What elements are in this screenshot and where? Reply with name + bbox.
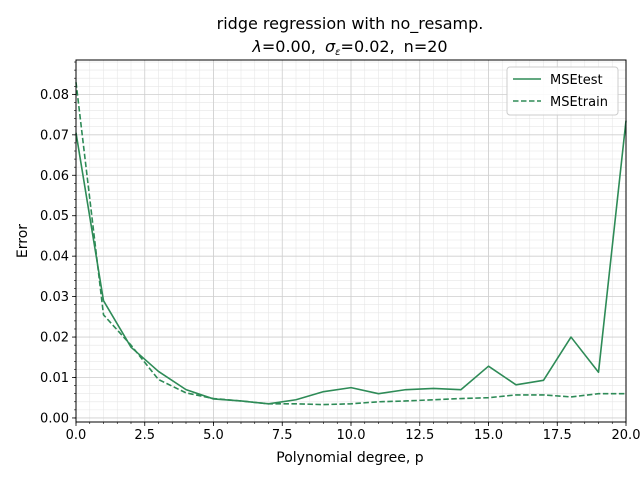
sigma-subscript: ε: [335, 47, 341, 58]
legend: MSEtest MSEtrain: [506, 66, 619, 116]
y-tick-label: 0.01: [40, 371, 69, 386]
chart-subtitle: λ=0.00, σε=0.02, n=20: [251, 37, 447, 58]
legend-label-msetest: MSEtest: [550, 73, 603, 88]
sigma-value: =0.02,: [341, 37, 395, 56]
x-tick-label: 10.0: [337, 428, 366, 443]
series-line-msetrain: [75, 82, 626, 406]
x-tick-label: 15.0: [474, 428, 503, 443]
x-axis-label: Polynomial degree, p: [276, 450, 424, 466]
y-tick-label: 0.06: [40, 169, 69, 184]
y-tick-label: 0.08: [40, 88, 69, 103]
x-axis-ticks: 0.0 2.5 5.0 7.5 10.0 12.5 15.0 17.5 20.0: [66, 422, 640, 443]
y-tick-label: 0.03: [40, 290, 69, 305]
y-tick-label: 0.05: [40, 209, 69, 224]
x-tick-label: 0.0: [66, 428, 87, 443]
y-tick-label: 0.00: [40, 411, 69, 426]
x-tick-label: 5.0: [203, 428, 224, 443]
x-tick-label: 17.5: [543, 428, 572, 443]
n-value: n=20: [404, 37, 448, 56]
sigma-symbol: σ: [325, 37, 336, 56]
x-tick-label: 7.5: [272, 428, 293, 443]
lambda-value: =0.00,: [262, 37, 316, 56]
y-axis-ticks: 0.00 0.01 0.02 0.03 0.04 0.05 0.06 0.07 0.08: [40, 61, 76, 426]
x-tick-label: 12.5: [405, 428, 434, 443]
chart-title: ridge regression with no_resamp.: [217, 14, 484, 34]
y-tick-label: 0.07: [40, 128, 69, 143]
x-tick-label: 20.0: [612, 428, 640, 443]
legend-label-msetrain: MSEtrain: [550, 95, 608, 110]
y-tick-label: 0.04: [40, 250, 69, 265]
y-tick-label: 0.02: [40, 331, 69, 346]
series-line-msetest: [75, 120, 627, 405]
plot-lines: [75, 82, 627, 406]
x-tick-label: 2.5: [134, 428, 155, 443]
y-axis-label: Error: [15, 224, 31, 258]
lambda-symbol: λ: [251, 37, 261, 56]
